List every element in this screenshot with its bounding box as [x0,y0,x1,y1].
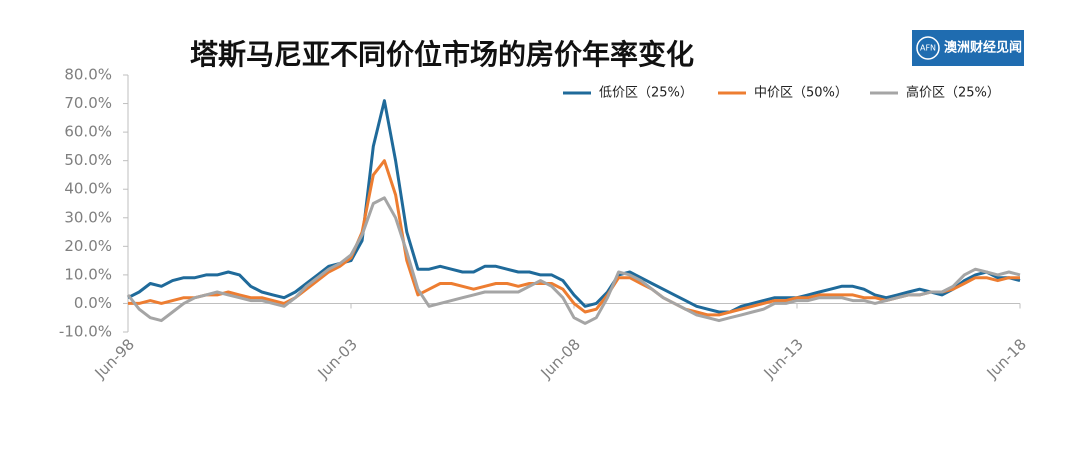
logo-text: 澳洲财经见闻 [944,40,1022,56]
legend-label: 中价区（50%） [754,86,848,101]
y-tick-label: 30.0% [64,208,112,226]
logo-mark: AFN [920,44,936,53]
y-tick-label: 50.0% [64,151,112,169]
y-tick-label: 80.0% [64,66,112,84]
y-tick-label: 0.0% [74,294,112,312]
x-tick-label: Jun-13 [760,335,807,382]
chart-title: 塔斯马尼亚不同价位市场的房价年率变化 [190,38,694,71]
x-tick-label: Jun-03 [314,335,361,382]
y-tick-label: -10.0% [59,323,112,341]
y-tick-label: 40.0% [64,180,112,198]
legend-label: 高价区（25%） [906,85,1000,101]
legend-label: 低价区（25%） [599,86,693,101]
series-line [127,99,1021,314]
x-tick-label: Jun-98 [91,335,138,382]
logo-box [912,30,1024,66]
x-tick-label: Jun-18 [983,335,1030,382]
y-tick-label: 60.0% [64,123,112,141]
y-tick-label: 20.0% [64,237,112,255]
x-tick-label: Jun-08 [537,335,584,382]
logo-circle [916,36,940,60]
series-line [128,159,1020,317]
series-line [126,196,1021,325]
y-tick-label: 70.0% [64,94,112,112]
y-tick-label: 10.0% [64,265,112,283]
